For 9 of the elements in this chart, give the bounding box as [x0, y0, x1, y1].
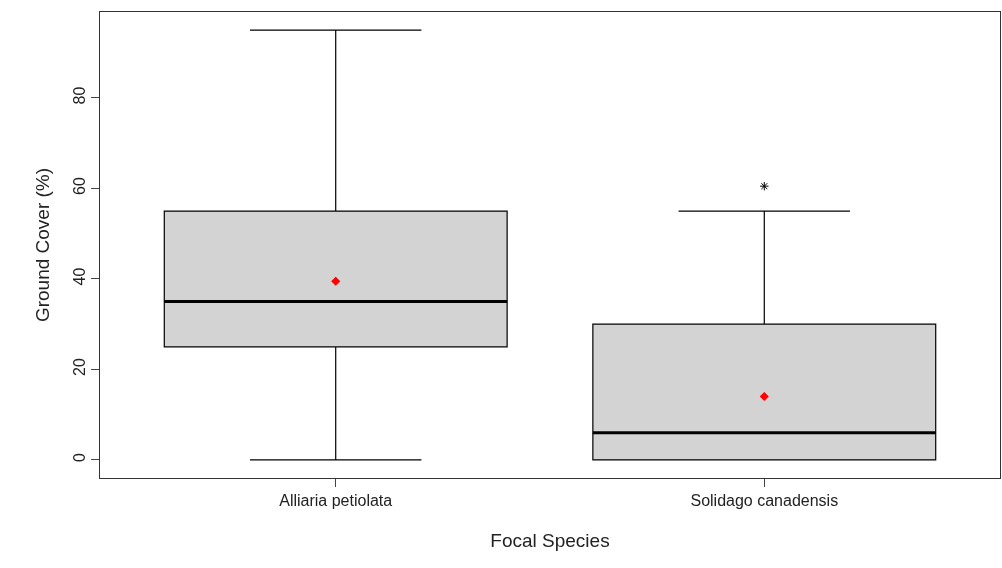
y-tick-label: 40 — [70, 267, 88, 286]
y-tick-label: 20 — [70, 358, 88, 376]
y-tick-label: 0 — [70, 452, 88, 462]
y-axis-title: Ground Cover (%) — [32, 167, 54, 323]
y-tick-label: 80 — [70, 86, 88, 105]
x-tick-label: Solidago canadensis — [690, 492, 839, 510]
x-axis-title: Focal Species — [490, 530, 610, 551]
y-tick-label: 60 — [70, 177, 88, 195]
x-tick-label: Alliaria petiolata — [279, 492, 393, 510]
